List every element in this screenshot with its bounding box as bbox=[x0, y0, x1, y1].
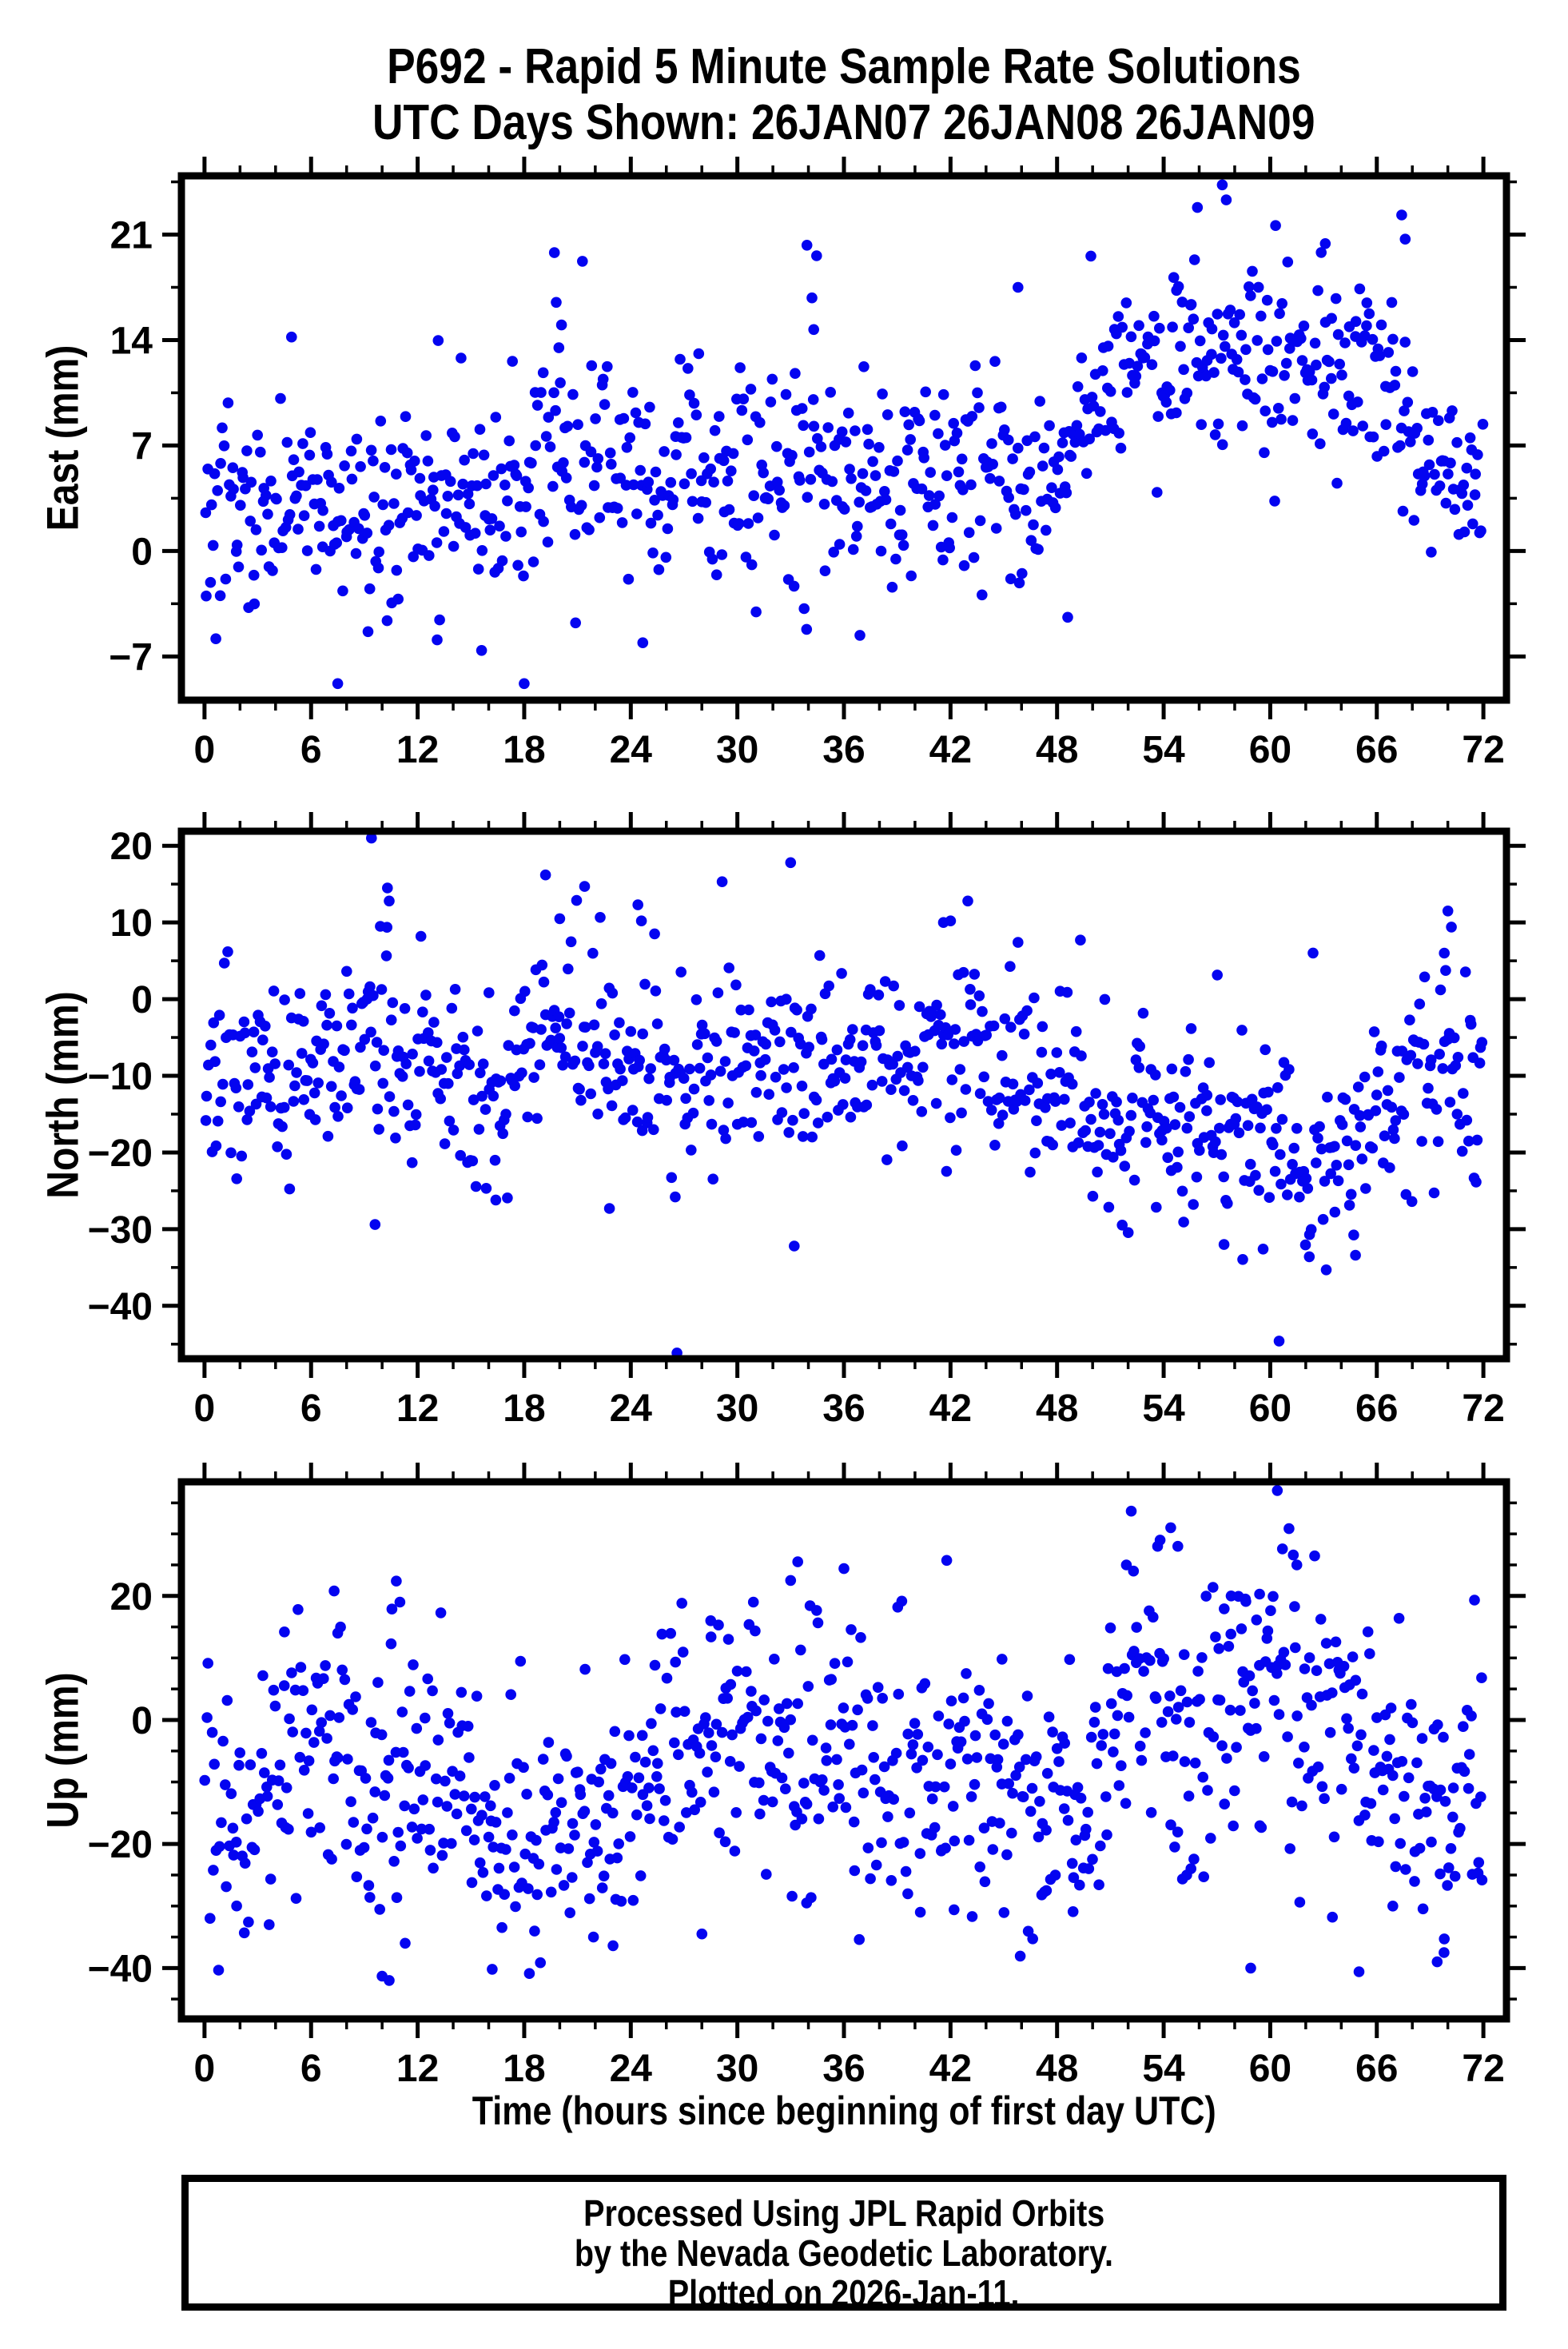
svg-text:60: 60 bbox=[1249, 729, 1291, 771]
svg-text:48: 48 bbox=[1036, 2048, 1078, 2090]
svg-text:18: 18 bbox=[503, 2048, 545, 2090]
footer-line-1-text: Processed Using JPL Rapid Orbits bbox=[583, 2192, 1105, 2234]
svg-text:0: 0 bbox=[131, 979, 153, 1021]
north-axis-label-text: North (mm) bbox=[37, 991, 88, 1199]
footer-box: Processed Using JPL Rapid Orbits by the … bbox=[181, 2175, 1506, 2313]
svg-text:54: 54 bbox=[1142, 1388, 1185, 1430]
plot-title-line1-text: P692 - Rapid 5 Minute Sample Rate Soluti… bbox=[387, 39, 1301, 94]
east-axis-label: East (mm) bbox=[37, 330, 89, 547]
svg-text:42: 42 bbox=[929, 729, 972, 771]
svg-text:72: 72 bbox=[1462, 729, 1504, 771]
footer-line-2: by the Nevada Geodetic Laboratory. bbox=[189, 2233, 1499, 2273]
svg-text:72: 72 bbox=[1462, 1388, 1504, 1430]
footer-line-2-text: by the Nevada Geodetic Laboratory. bbox=[574, 2232, 1114, 2274]
north-panel: 0 6 12 18 24 30 36 42 48 54 60 66 72 −40 −30 −20 −10 0 10 2… bbox=[88, 812, 1526, 1430]
x-axis-label: Time (hours since beginning of first day… bbox=[181, 2088, 1506, 2134]
svg-text:54: 54 bbox=[1142, 2048, 1185, 2090]
north-axis-label: North (mm) bbox=[37, 974, 89, 1216]
svg-text:66: 66 bbox=[1355, 2048, 1398, 2090]
svg-text:42: 42 bbox=[929, 1388, 972, 1430]
svg-text:−7: −7 bbox=[109, 636, 153, 679]
up-ticks bbox=[162, 1463, 1526, 2038]
up-tick-labels: 0 6 12 18 24 30 36 42 48 54 60 66 72 −40 −20 0 20 bbox=[88, 1576, 1505, 2090]
svg-text:0: 0 bbox=[194, 1388, 216, 1430]
svg-text:−20: −20 bbox=[88, 1824, 153, 1866]
north-ticks bbox=[162, 812, 1526, 1378]
svg-text:6: 6 bbox=[300, 2048, 322, 2090]
svg-text:60: 60 bbox=[1249, 1388, 1291, 1430]
svg-text:21: 21 bbox=[110, 215, 153, 257]
svg-text:36: 36 bbox=[822, 2048, 865, 2090]
up-axis-label-text: Up (mm) bbox=[37, 1672, 88, 1829]
svg-text:6: 6 bbox=[300, 1388, 322, 1430]
plot-title-line1: P692 - Rapid 5 Minute Sample Rate Soluti… bbox=[181, 38, 1506, 95]
svg-text:0: 0 bbox=[131, 1700, 153, 1742]
footer-line-1: Processed Using JPL Rapid Orbits bbox=[189, 2193, 1499, 2233]
footer-line-3: Plotted on 2026-Jan-11. bbox=[189, 2273, 1499, 2313]
svg-text:0: 0 bbox=[194, 729, 216, 771]
svg-text:12: 12 bbox=[396, 2048, 439, 2090]
svg-text:10: 10 bbox=[110, 902, 153, 945]
svg-text:0: 0 bbox=[194, 2048, 216, 2090]
svg-text:24: 24 bbox=[610, 2048, 653, 2090]
plot-title-line2-text: UTC Days Shown: 26JAN07 26JAN08 26JAN09 bbox=[372, 95, 1315, 150]
svg-text:30: 30 bbox=[716, 729, 758, 771]
svg-text:48: 48 bbox=[1036, 1388, 1078, 1430]
svg-text:36: 36 bbox=[822, 1388, 865, 1430]
north-tick-labels: 0 6 12 18 24 30 36 42 48 54 60 66 72 −40 −30 −20 −10 0 10 2… bbox=[88, 826, 1505, 1430]
svg-text:36: 36 bbox=[822, 729, 865, 771]
up-panel: 0 6 12 18 24 30 36 42 48 54 60 66 72 −40 −20 0 20 bbox=[88, 1463, 1526, 2090]
up-points bbox=[199, 1485, 1488, 1986]
east-frame bbox=[177, 172, 1510, 704]
svg-text:60: 60 bbox=[1249, 2048, 1291, 2090]
svg-text:−40: −40 bbox=[88, 1948, 153, 1990]
up-frame bbox=[177, 1478, 1510, 2023]
svg-text:30: 30 bbox=[716, 1388, 758, 1430]
svg-text:24: 24 bbox=[610, 729, 653, 771]
east-points bbox=[200, 179, 1489, 690]
svg-text:48: 48 bbox=[1036, 729, 1078, 771]
svg-text:66: 66 bbox=[1355, 729, 1398, 771]
footer-line-3-text: Plotted on 2026-Jan-11. bbox=[668, 2272, 1020, 2314]
x-axis-label-text: Time (hours since beginning of first day… bbox=[472, 2088, 1216, 2133]
east-tick-labels: 0 6 12 18 24 30 36 42 48 54 60 66 72 −7 0 7 14 21 bbox=[109, 215, 1505, 771]
svg-text:−30: −30 bbox=[88, 1209, 153, 1252]
svg-text:7: 7 bbox=[131, 425, 153, 468]
svg-text:−10: −10 bbox=[88, 1056, 153, 1098]
svg-text:20: 20 bbox=[110, 826, 153, 868]
svg-text:30: 30 bbox=[716, 2048, 758, 2090]
plot-title-line2: UTC Days Shown: 26JAN07 26JAN08 26JAN09 bbox=[181, 94, 1506, 151]
north-points bbox=[200, 832, 1488, 1359]
svg-text:24: 24 bbox=[610, 1388, 653, 1430]
svg-text:72: 72 bbox=[1462, 2048, 1504, 2090]
svg-text:12: 12 bbox=[396, 1388, 439, 1430]
svg-text:18: 18 bbox=[503, 1388, 545, 1430]
north-frame bbox=[177, 827, 1510, 1363]
svg-text:6: 6 bbox=[300, 729, 322, 771]
svg-text:12: 12 bbox=[396, 729, 439, 771]
svg-text:0: 0 bbox=[131, 531, 153, 573]
svg-text:−20: −20 bbox=[88, 1133, 153, 1175]
svg-text:18: 18 bbox=[503, 729, 545, 771]
svg-text:14: 14 bbox=[110, 320, 153, 362]
up-axis-label: Up (mm) bbox=[37, 1659, 89, 1841]
svg-text:20: 20 bbox=[110, 1576, 153, 1618]
svg-text:−40: −40 bbox=[88, 1286, 153, 1328]
east-axis-label-text: East (mm) bbox=[37, 344, 88, 532]
svg-text:54: 54 bbox=[1142, 729, 1185, 771]
svg-text:66: 66 bbox=[1355, 1388, 1398, 1430]
east-panel: 0 6 12 18 24 30 36 42 48 54 60 66 72 −7 0 7 14 21 bbox=[109, 157, 1526, 771]
svg-text:42: 42 bbox=[929, 2048, 972, 2090]
